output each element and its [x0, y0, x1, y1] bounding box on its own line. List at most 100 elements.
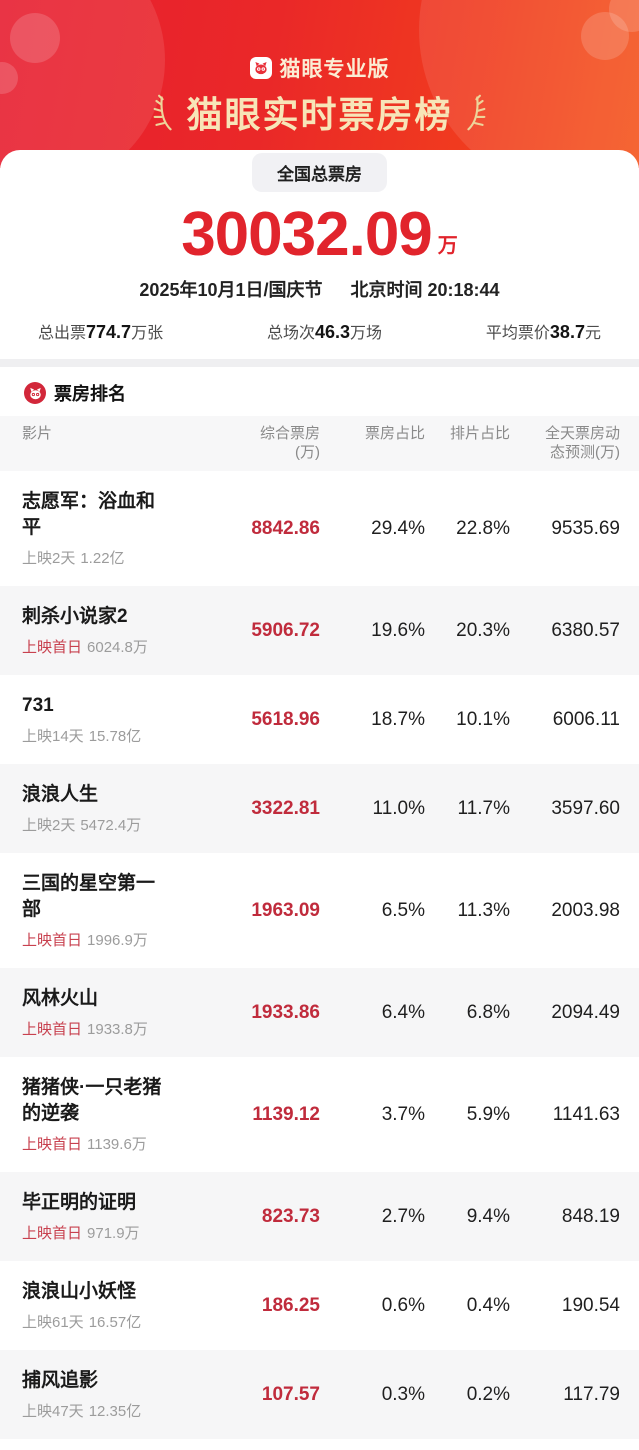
box-share-value: 19.6% — [371, 619, 425, 641]
box-office-ranking-section: 票房排名 影片 综合票房(万) 票房占比 排片占比 全天票房动态预测(万) 志愿… — [0, 367, 639, 1450]
movie-title: 浪浪山小妖怪 — [22, 1281, 137, 1302]
table-header-row: 影片 综合票房(万) 票房占比 排片占比 全天票房动态预测(万) — [0, 416, 639, 471]
box-office-value: 107.57 — [261, 1383, 320, 1405]
summary-stats-row: 总出票774.7万张 总场次46.3万场 平均票价38.7元 — [0, 319, 639, 343]
release-days-label: 上映61天 — [22, 1314, 84, 1331]
box-share-value: 18.7% — [371, 708, 425, 730]
beijing-time-label: 北京时间 20:18:44 — [350, 280, 500, 300]
box-share-value: 0.3% — [381, 1383, 425, 1405]
movie-title: 毕正明的证明 — [22, 1192, 137, 1213]
movie-release-info: 上映首日 971.9万 — [22, 1224, 222, 1243]
movie-title: 志愿军：浴血和平 — [22, 491, 156, 538]
box-share-value: 11.0% — [372, 797, 425, 819]
total-box-office: 30032.09 万 — [0, 199, 639, 270]
date-time-row: 2025年10月1日/国庆节 北京时间 20:18:44 — [0, 276, 639, 302]
movie-release-info: 上映2天 5472.4万 — [22, 816, 222, 835]
screen-share-value: 10.1% — [456, 708, 510, 730]
movie-title: 捕风追影 — [22, 1370, 99, 1391]
forecast-value: 2003.98 — [551, 899, 620, 921]
table-row[interactable]: 刺杀小说家2 上映首日 6024.8万 5906.72 19.6% 20.3% 6… — [0, 586, 639, 675]
hero-banner: 猫眼专业版 猫眼实时票房榜 — [0, 0, 639, 168]
page-title: 猫眼实时票房榜 — [186, 94, 453, 135]
box-office-value: 8842.86 — [251, 517, 320, 539]
screen-share-value: 0.2% — [466, 1383, 510, 1405]
reel-dot-icon — [581, 12, 629, 60]
box-office-value: 823.73 — [261, 1205, 320, 1227]
release-days-label: 上映2天 — [22, 817, 76, 834]
table-row[interactable]: 风林火山 上映首日 1933.8万 1933.86 6.4% 6.8% 2094.… — [0, 968, 639, 1057]
box-office-value: 3322.81 — [251, 797, 320, 819]
table-row[interactable]: 浪浪山小妖怪 上映61天 16.57亿 186.25 0.6% 0.4% 190.… — [0, 1261, 639, 1350]
release-total-label: 6024.8万 — [87, 639, 148, 656]
brand-row: 猫眼专业版 — [0, 53, 639, 83]
release-days-label: 上映首日 — [22, 932, 83, 949]
forecast-value: 9535.69 — [551, 517, 620, 539]
release-days-label: 上映首日 — [22, 1136, 83, 1153]
table-row[interactable]: 猪猪侠·一只老猪的逆袭 上映首日 1139.6万 1139.12 3.7% 5.9… — [0, 1057, 639, 1172]
box-share-value: 0.6% — [381, 1294, 425, 1316]
release-total-label: 15.78亿 — [88, 728, 142, 745]
movie-release-info: 上映14天 15.78亿 — [22, 727, 222, 746]
screen-share-value: 5.9% — [466, 1103, 510, 1125]
screen-share-value: 0.4% — [466, 1294, 510, 1316]
movie-release-info: 上映首日 6024.8万 — [22, 638, 222, 657]
column-header-screen-share: 排片占比 — [449, 425, 510, 442]
release-total-label: 1.22亿 — [80, 550, 125, 567]
avg-ticket-price-stat: 平均票价38.7元 — [485, 322, 601, 342]
movie-release-info: 上映首日 1933.8万 — [22, 1020, 222, 1039]
reel-dot-icon — [0, 62, 18, 94]
laurel-right-icon — [466, 94, 485, 130]
box-office-value: 1933.86 — [251, 1001, 320, 1023]
movie-title: 731 — [22, 695, 54, 716]
box-office-value: 5906.72 — [251, 619, 320, 641]
page-title-row: 猫眼实时票房榜 — [0, 86, 639, 138]
movie-release-info: 上映首日 1996.9万 — [22, 931, 222, 950]
national-total-badge: 全国总票房 — [252, 153, 387, 192]
screen-share-value: 20.3% — [456, 619, 510, 641]
screen-share-value: 6.8% — [466, 1001, 510, 1023]
table-row[interactable]: 三国的星空第一部 上映首日 1996.9万 1963.09 6.5% 11.3% … — [0, 853, 639, 968]
box-office-value: 5618.96 — [251, 708, 320, 730]
screen-share-value: 22.8% — [456, 517, 510, 539]
app-name: 猫眼专业版 — [279, 58, 390, 81]
table-row[interactable]: 志愿军：浴血和平 上映2天 1.22亿 8842.86 29.4% 22.8% 9… — [0, 471, 639, 586]
movie-title: 三国的星空第一部 — [22, 873, 156, 920]
forecast-value: 6380.57 — [551, 619, 620, 641]
movie-title: 猪猪侠·一只老猪的逆袭 — [22, 1077, 162, 1124]
total-box-office-unit: 万 — [437, 235, 458, 257]
release-days-label: 上映2天 — [22, 550, 76, 567]
screenings-stat: 总场次46.3万场 — [266, 322, 383, 342]
forecast-value: 117.79 — [563, 1383, 620, 1405]
release-total-label: 971.9万 — [87, 1225, 140, 1242]
movie-release-info: 上映2天 1.22亿 — [22, 549, 222, 568]
ranking-section-header: 票房排名 — [0, 367, 639, 416]
maoyan-cat-logo-icon — [249, 57, 272, 79]
column-header-box-share: 票房占比 — [364, 425, 425, 442]
release-total-label: 16.57亿 — [88, 1314, 142, 1331]
movie-title: 风林火山 — [22, 988, 99, 1009]
maoyan-cat-badge-icon — [24, 382, 46, 404]
national-box-office-card: 全国总票房 30032.09 万 2025年10月1日/国庆节 北京时间 20:1… — [0, 150, 639, 359]
total-box-office-value: 30032.09 — [181, 200, 433, 269]
release-total-label: 12.35亿 — [88, 1403, 142, 1420]
movie-title: 刺杀小说家2 — [22, 606, 128, 627]
table-row[interactable]: 毕正明的证明 上映首日 971.9万 823.73 2.7% 9.4% 848.1… — [0, 1172, 639, 1261]
table-row[interactable]: 捕风追影 上映47天 12.35亿 107.57 0.3% 0.2% 117.79 — [0, 1350, 639, 1439]
column-header-forecast: 全天票房动态预测(万) — [544, 425, 620, 461]
table-row[interactable]: 浪浪人生 上映2天 5472.4万 3322.81 11.0% 11.7% 359… — [0, 764, 639, 853]
box-share-value: 3.7% — [381, 1103, 425, 1125]
movie-title: 浪浪人生 — [22, 784, 99, 805]
table-row[interactable]: 731 上映14天 15.78亿 5618.96 18.7% 10.1% 6006… — [0, 675, 639, 764]
release-total-label: 1996.9万 — [87, 932, 148, 949]
release-days-label: 上映47天 — [22, 1403, 84, 1420]
reel-dot-icon — [10, 13, 60, 63]
laurel-left-icon — [154, 94, 173, 130]
box-office-value: 1139.12 — [252, 1103, 320, 1125]
forecast-value: 6006.11 — [552, 708, 620, 730]
screen-share-value: 11.3% — [457, 899, 510, 921]
box-share-value: 6.5% — [381, 899, 425, 921]
release-days-label: 上映14天 — [22, 728, 84, 745]
date-label: 2025年10月1日/国庆节 — [139, 280, 323, 300]
forecast-value: 1141.63 — [552, 1103, 620, 1125]
forecast-value: 190.54 — [561, 1294, 620, 1316]
